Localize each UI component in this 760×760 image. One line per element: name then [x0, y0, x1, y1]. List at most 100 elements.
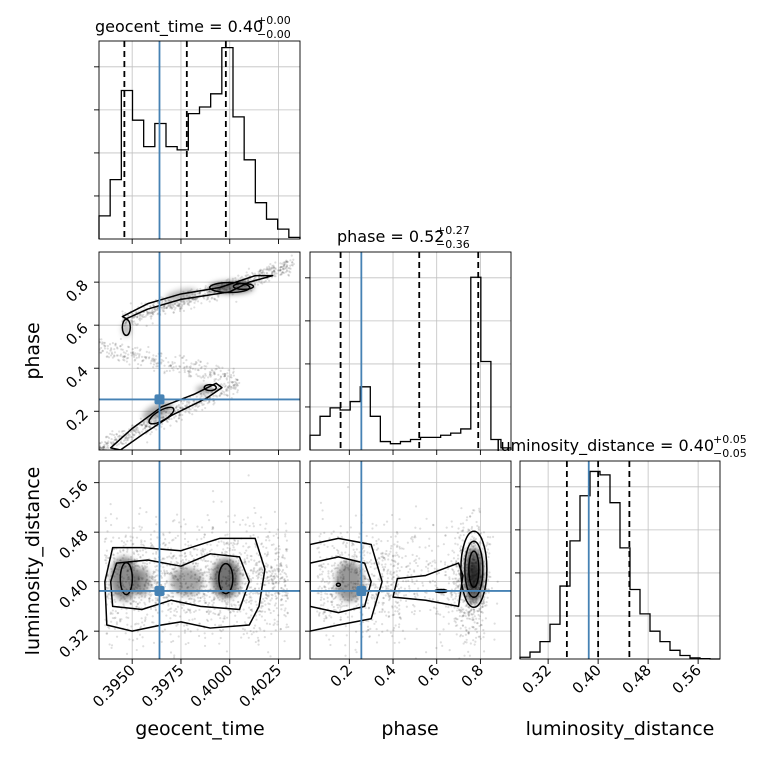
sample-point: [147, 311, 150, 314]
sample-point: [208, 290, 211, 293]
sample-point: [322, 612, 325, 615]
sample-point: [145, 355, 148, 359]
sample-point: [162, 534, 165, 537]
sample-point: [269, 611, 272, 615]
sample-point: [271, 582, 274, 585]
sample-point: [344, 644, 347, 647]
sample-point: [153, 530, 156, 533]
sample-point: [373, 586, 377, 589]
sample-point: [187, 375, 190, 378]
sample-point: [339, 561, 342, 564]
sample-point: [133, 434, 136, 437]
sample-point: [176, 408, 179, 412]
sample-point: [116, 612, 119, 615]
sample-point: [462, 557, 466, 560]
sample-point: [404, 565, 408, 569]
sample-point: [325, 580, 329, 583]
x-tick-label: 0.56: [669, 661, 705, 697]
sample-point: [129, 598, 132, 601]
sample-point: [259, 523, 262, 526]
sample-point: [375, 542, 378, 545]
xlabel-phase: phase: [381, 718, 438, 740]
sample-point: [200, 553, 203, 556]
sample-point: [218, 394, 221, 398]
sample-point: [461, 598, 464, 602]
sample-point: [155, 599, 158, 602]
sample-point: [279, 628, 282, 631]
sample-point: [346, 604, 349, 607]
sample-point: [285, 265, 288, 268]
sample-point: [401, 629, 405, 632]
sample-point: [228, 549, 231, 552]
sample-point: [323, 610, 326, 614]
sample-point: [318, 614, 321, 617]
sample-point: [171, 367, 174, 370]
y-tick-label: 0.48: [55, 526, 91, 562]
sample-point: [104, 451, 106, 453]
sample-point: [131, 348, 134, 351]
sample-point: [270, 273, 273, 276]
sample-point: [485, 676, 487, 678]
sample-point: [132, 429, 135, 432]
sample-point: [461, 539, 464, 542]
sample-point: [199, 360, 202, 363]
sample-point: [104, 440, 107, 444]
sample-point: [276, 620, 279, 623]
sample-point: [374, 583, 377, 586]
sample-point: [377, 538, 380, 541]
sample-point: [254, 563, 257, 567]
x-tick-label: 0.32: [519, 661, 555, 697]
sample-point: [389, 572, 392, 575]
sample-point: [285, 548, 288, 551]
sample-point: [457, 569, 461, 572]
sample-point: [469, 602, 473, 605]
sample-point: [256, 561, 259, 564]
sample-point: [370, 573, 374, 576]
sample-point: [266, 534, 270, 538]
sample-point: [167, 361, 170, 364]
sample-point: [152, 311, 155, 314]
sample-point: [205, 610, 208, 613]
sample-point: [388, 596, 391, 599]
sample-point: [334, 567, 338, 570]
sample-point: [109, 611, 112, 614]
sample-point: [459, 545, 463, 548]
sample-point: [424, 546, 427, 549]
sample-point: [459, 548, 463, 552]
sample-point: [130, 438, 133, 441]
sample-point: [101, 447, 105, 450]
sample-point: [156, 308, 159, 311]
sample-point: [174, 415, 177, 418]
sample-point: [486, 596, 489, 599]
sample-point: [251, 272, 254, 275]
sample-point: [255, 603, 258, 606]
sample-point: [378, 610, 381, 614]
sample-point: [100, 346, 103, 350]
sample-point: [453, 617, 456, 620]
sample-point: [281, 554, 285, 557]
sample-point: [148, 597, 151, 600]
sample-point: [187, 370, 190, 373]
sample-point: [107, 593, 110, 596]
sample-point: [267, 595, 270, 598]
sample-point: [470, 608, 473, 611]
sample-point: [373, 596, 376, 599]
sample-point: [344, 625, 347, 628]
sample-point: [324, 566, 327, 569]
contour-line: [203, 383, 217, 392]
sample-point: [364, 577, 367, 580]
sample-point: [239, 585, 242, 589]
sample-point: [203, 644, 207, 648]
sample-point: [380, 563, 384, 566]
sample-point: [105, 446, 109, 449]
sample-point: [123, 429, 126, 433]
sample-point: [317, 576, 320, 579]
sample-point: [120, 618, 123, 621]
sample-point: [103, 443, 106, 446]
sample-point: [203, 533, 206, 536]
sample-point: [382, 556, 385, 559]
sample-point: [221, 366, 224, 369]
sample-point: [226, 386, 229, 389]
sample-point: [238, 591, 241, 594]
sample-point: [465, 519, 468, 522]
